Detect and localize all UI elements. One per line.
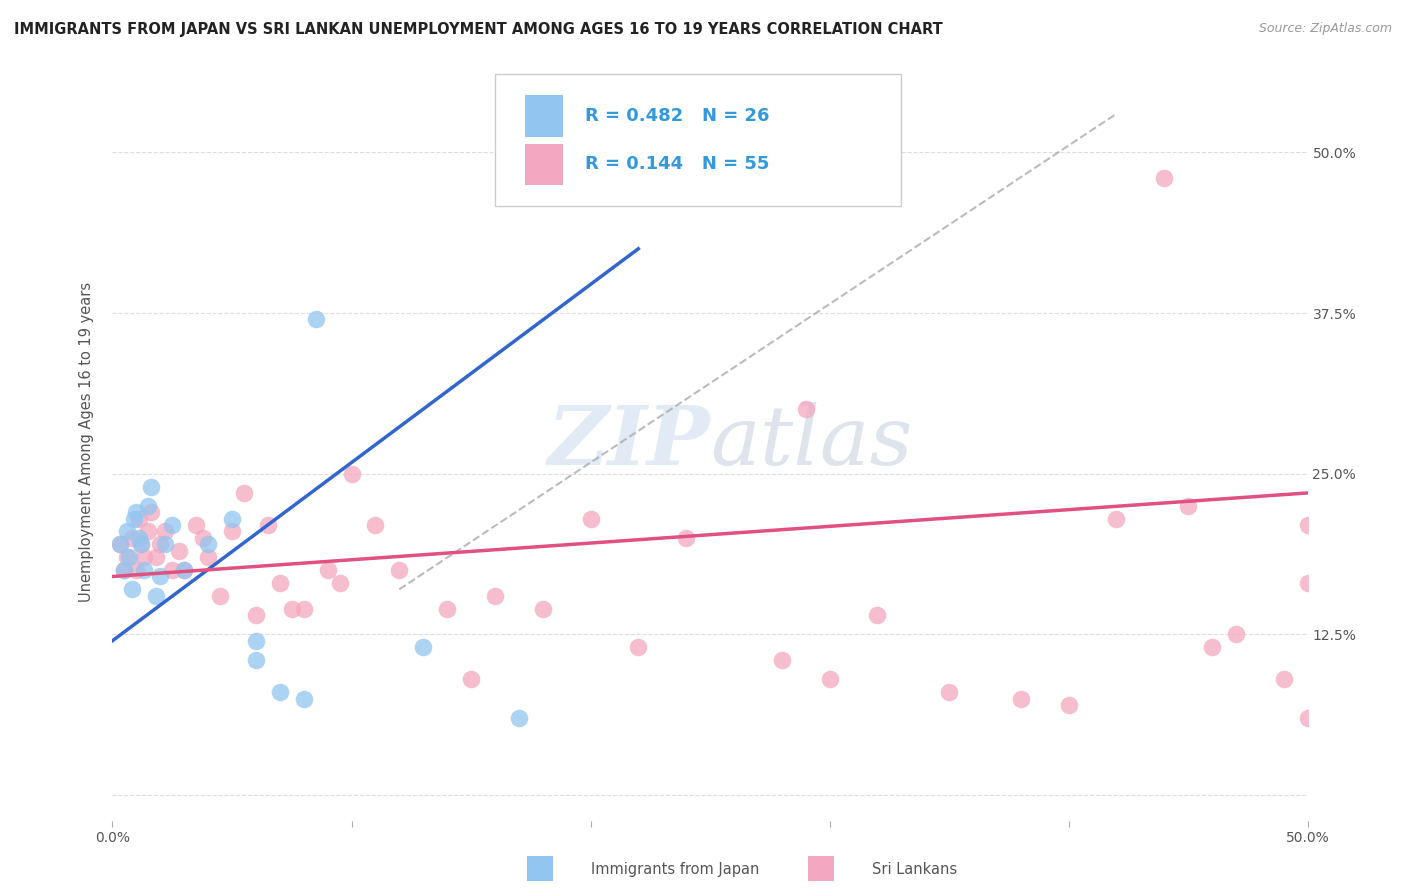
Point: [108, 537, 131, 551]
Point: [108, 537, 131, 551]
Point: [292, 691, 315, 706]
Text: R = 0.144   N = 55: R = 0.144 N = 55: [585, 155, 769, 173]
Point: [129, 537, 152, 551]
Point: [197, 550, 219, 565]
Point: [149, 537, 172, 551]
Point: [153, 524, 176, 539]
FancyBboxPatch shape: [524, 95, 562, 136]
Point: [1201, 640, 1223, 655]
Point: [121, 582, 143, 597]
Point: [818, 673, 841, 687]
Point: [1272, 673, 1295, 687]
Point: [245, 607, 267, 622]
Point: [153, 537, 176, 551]
Point: [938, 685, 960, 699]
Point: [169, 543, 191, 558]
Text: atlas: atlas: [710, 401, 912, 482]
Point: [531, 601, 554, 615]
Point: [388, 563, 411, 577]
Point: [122, 511, 145, 525]
Point: [269, 575, 291, 590]
Point: [139, 479, 162, 493]
Point: [269, 685, 291, 699]
Point: [257, 518, 280, 533]
Text: IMMIGRANTS FROM JAPAN VS SRI LANKAN UNEMPLOYMENT AMONG AGES 16 TO 19 YEARS CORRE: IMMIGRANTS FROM JAPAN VS SRI LANKAN UNEM…: [14, 22, 943, 37]
Point: [460, 673, 482, 687]
Point: [125, 505, 148, 519]
Point: [193, 531, 215, 545]
Y-axis label: Unemployment Among Ages 16 to 19 years: Unemployment Among Ages 16 to 19 years: [79, 282, 94, 601]
Point: [436, 601, 458, 615]
Point: [305, 312, 328, 326]
Point: [149, 569, 172, 583]
Point: [1105, 511, 1128, 525]
Point: [132, 563, 155, 577]
Point: [121, 531, 143, 545]
Point: [245, 653, 267, 667]
Point: [233, 486, 256, 500]
Point: [579, 511, 602, 525]
Point: [138, 499, 160, 513]
Point: [221, 511, 243, 525]
FancyBboxPatch shape: [495, 74, 901, 207]
Point: [316, 563, 339, 577]
Point: [118, 550, 141, 565]
Point: [329, 575, 352, 590]
Point: [114, 563, 135, 577]
Point: [1177, 499, 1199, 513]
Point: [115, 524, 138, 539]
Point: [292, 601, 315, 615]
Point: [1296, 518, 1319, 533]
Text: Immigrants from Japan: Immigrants from Japan: [591, 863, 759, 877]
Text: Sri Lankans: Sri Lankans: [872, 863, 957, 877]
Point: [1010, 691, 1032, 706]
Point: [412, 640, 434, 655]
Text: ZIP: ZIP: [547, 401, 710, 482]
Point: [125, 563, 148, 577]
Point: [138, 524, 160, 539]
Point: [794, 402, 817, 417]
Point: [245, 633, 267, 648]
Point: [162, 518, 183, 533]
Point: [770, 653, 793, 667]
Point: [209, 589, 232, 603]
Point: [221, 524, 243, 539]
Point: [866, 607, 889, 622]
Point: [173, 563, 195, 577]
Point: [675, 531, 697, 545]
Point: [162, 563, 183, 577]
Text: Source: ZipAtlas.com: Source: ZipAtlas.com: [1258, 22, 1392, 36]
Point: [508, 711, 530, 725]
Point: [186, 518, 208, 533]
FancyBboxPatch shape: [524, 144, 562, 186]
Point: [484, 589, 506, 603]
Point: [114, 563, 135, 577]
Point: [1153, 171, 1175, 186]
Point: [145, 589, 167, 603]
Point: [340, 467, 363, 481]
Point: [1296, 711, 1319, 725]
Point: [197, 537, 219, 551]
Point: [128, 511, 150, 525]
Point: [128, 531, 150, 545]
Point: [129, 537, 152, 551]
Point: [281, 601, 304, 615]
Point: [132, 550, 155, 565]
Point: [173, 563, 195, 577]
Point: [364, 518, 387, 533]
Point: [115, 550, 138, 565]
Point: [627, 640, 650, 655]
Point: [1225, 627, 1247, 641]
Point: [1057, 698, 1080, 712]
Text: R = 0.482   N = 26: R = 0.482 N = 26: [585, 107, 769, 125]
Point: [1296, 575, 1319, 590]
Point: [139, 505, 162, 519]
Point: [145, 550, 167, 565]
